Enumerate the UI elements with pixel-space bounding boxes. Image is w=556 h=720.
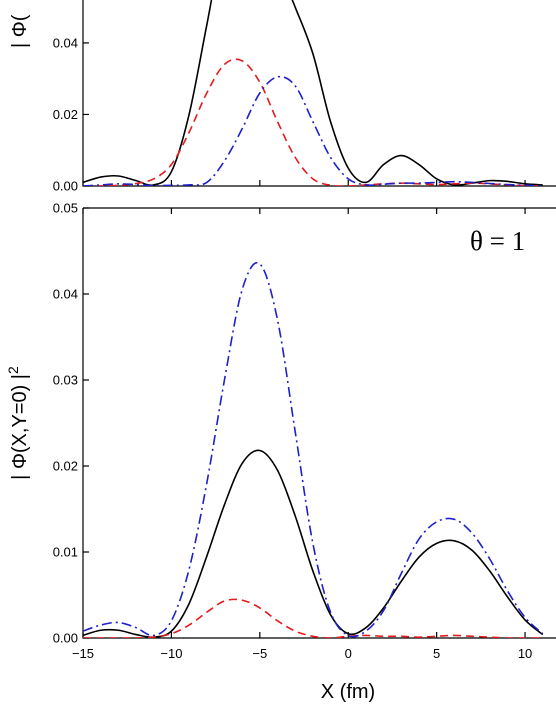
x-tick-label: −15 [72,646,94,661]
y-tick-label: 0.05 [53,201,78,216]
series-line [83,0,543,186]
series-line [83,261,544,638]
plot-area [83,0,543,186]
y-tick-label: 0.02 [53,459,78,474]
series-line [83,58,543,186]
x-tick-label: 5 [433,646,440,661]
series-line [83,598,543,638]
axis-frame [82,0,556,187]
series-line [83,75,543,186]
y-tick-label: 0.04 [53,35,78,50]
y-tick-label: 0.00 [53,179,78,194]
top-y-label: | Φ( [9,14,31,48]
x-tick-label: 10 [518,646,532,661]
y-tick-label: 0.03 [53,373,78,388]
annotation: θ = 1 [470,226,525,256]
y-tick-label: 0.04 [53,287,78,302]
y-label-sup: 2 [5,366,21,374]
x-tick-label: −10 [160,646,182,661]
x-label: X (fm) [321,681,375,703]
x-tick-label: −5 [252,646,267,661]
x-tick-label: 0 [345,646,352,661]
series-line [83,449,544,638]
plot-area [83,261,544,638]
y-tick-label: 0.01 [53,545,78,560]
y-tick-label: 0.02 [53,107,78,122]
y-tick-label: 0.00 [53,631,78,646]
y-label-text: | Φ(X,Y=0) | [9,374,31,480]
y-label: | Φ(X,Y=0) |2 [5,366,31,480]
